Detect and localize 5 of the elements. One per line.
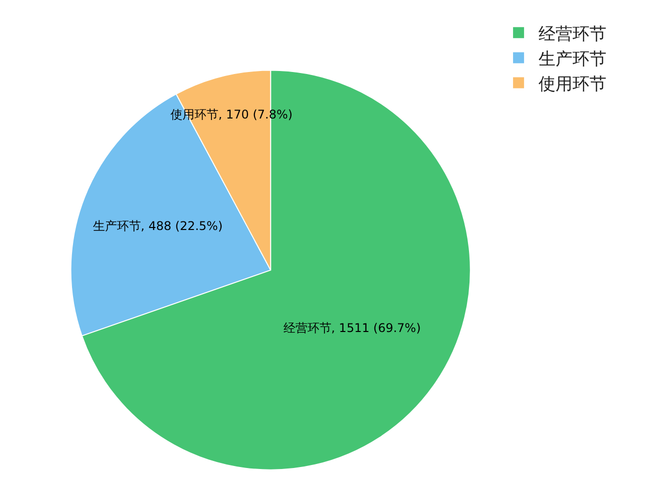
data-label: 生产环节, 488 (22.5%) [92, 219, 223, 234]
legend-label: 生产环节 [538, 49, 607, 70]
data-label: 经营环节, 1511 (69.7%) [283, 320, 421, 335]
legend-label: 经营环节 [538, 24, 607, 44]
legend-label: 使用环节 [538, 74, 607, 94]
